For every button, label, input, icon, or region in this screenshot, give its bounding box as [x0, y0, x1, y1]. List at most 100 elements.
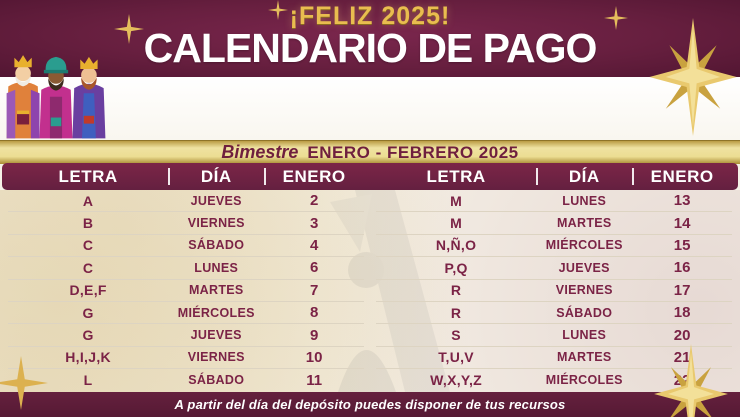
column-divider — [632, 168, 635, 185]
cell-letter: B — [82, 215, 94, 232]
cell-date: 6 — [309, 259, 319, 277]
cell-date: 7 — [309, 281, 319, 299]
cell-date: 15 — [673, 236, 691, 254]
cell-day: LUNES — [194, 260, 239, 275]
column-header-letra: LETRA — [58, 166, 118, 186]
cell-letter: R — [450, 282, 462, 299]
cell-day: MARTES — [188, 283, 244, 298]
flag-figure-watermark — [330, 190, 450, 392]
table-row: G JUEVES 9 — [8, 324, 364, 347]
page-title: CALENDARIO DE PAGO — [143, 25, 598, 71]
column-header-letra: LETRA — [426, 166, 486, 186]
cell-date: 21 — [673, 348, 691, 366]
cell-letter: L — [83, 372, 93, 389]
cell-letter: D,E,F — [69, 282, 107, 299]
table-row: B VIERNES 3 — [8, 212, 364, 235]
bethlehem-star-icon — [649, 18, 737, 136]
table-row: C LUNES 6 — [8, 257, 364, 280]
cell-day: MIÉRCOLES — [545, 373, 623, 388]
cell-letter: H,I,J,K — [65, 349, 111, 366]
cell-letter: P,Q — [444, 259, 468, 276]
table-header: LETRA DÍA ENERO LETRA DÍA ENERO — [2, 163, 738, 190]
cell-letter: R — [450, 304, 462, 321]
table-row: P,Q JUEVES 16 — [376, 257, 732, 280]
cell-letter: T,U,V — [438, 349, 474, 366]
cell-date: 8 — [309, 304, 319, 322]
cell-date: 2 — [309, 192, 319, 210]
column-divider — [536, 168, 539, 185]
table-row: D,E,F MARTES 7 — [8, 280, 364, 302]
cell-letter: G — [82, 304, 94, 321]
cell-date: 9 — [309, 326, 319, 344]
cell-date: 3 — [309, 214, 319, 232]
cell-date: 16 — [673, 259, 691, 277]
cell-day: VIERNES — [555, 283, 613, 298]
table-row: M MARTES 14 — [376, 212, 732, 235]
cell-day: SÁBADO — [188, 238, 245, 253]
footer-note: A partir del día del depósito puedes dis… — [0, 392, 740, 417]
cell-day: MARTES — [556, 216, 612, 231]
table-row: R SÁBADO 18 — [376, 302, 732, 325]
table-header-right: LETRA DÍA ENERO — [376, 163, 732, 190]
column-header-enero: ENERO — [650, 166, 714, 186]
period-range: ENERO - FEBRERO 2025 — [307, 143, 519, 162]
cell-date: 17 — [673, 281, 691, 299]
cell-day: JUEVES — [190, 193, 242, 208]
cell-day: MIÉRCOLES — [177, 305, 255, 320]
cell-date: 4 — [309, 236, 319, 254]
cell-date: 11 — [306, 371, 323, 389]
table-row: C SÁBADO 4 — [8, 235, 364, 258]
cell-day: LUNES — [562, 328, 607, 343]
table-row: H,I,J,K VIERNES 10 — [8, 347, 364, 370]
table-row: S LUNES 20 — [376, 324, 732, 347]
cell-letter: C — [82, 259, 94, 276]
payment-table-left: A JUEVES 2 B VIERNES 3 C SÁBADO 4 C LUNE… — [8, 190, 364, 392]
cell-day: SÁBADO — [556, 305, 613, 320]
table-row: G MIÉRCOLES 8 — [8, 302, 364, 325]
sparkle-star-icon — [604, 6, 628, 30]
payment-table-right: M LUNES 13 M MARTES 14 N,Ñ,O MIÉRCOLES 1… — [376, 190, 732, 392]
table-row: R VIERNES 17 — [376, 280, 732, 302]
cell-day: JUEVES — [558, 260, 610, 275]
cell-date: 20 — [673, 326, 691, 344]
table-row: N,Ñ,O MIÉRCOLES 15 — [376, 235, 732, 258]
column-header-enero: ENERO — [282, 166, 346, 186]
three-kings-illustration — [6, 55, 106, 139]
sparkle-star-icon — [0, 356, 48, 410]
column-header-dia: DÍA — [200, 166, 232, 186]
cell-letter: A — [82, 192, 94, 209]
programs-band: PENSIÓN PARA EL BIENESTAR DE LAS PERSONA… — [0, 77, 740, 209]
cell-date: 13 — [673, 192, 691, 210]
cell-day: SÁBADO — [188, 373, 245, 388]
top-banner: ¡FELIZ 2025! CALENDARIO DE PAGO — [0, 0, 740, 77]
cell-letter: M — [450, 215, 463, 232]
cell-letter: G — [82, 327, 94, 344]
cell-day: JUEVES — [190, 328, 242, 343]
period-band: Bimestre ENERO - FEBRERO 2025 — [0, 140, 740, 164]
table-row: T,U,V MARTES 21 — [376, 347, 732, 370]
cell-letter: M — [450, 192, 463, 209]
bethlehem-star-icon — [654, 344, 728, 417]
cell-letter: S — [451, 327, 461, 344]
cell-day: MARTES — [556, 350, 612, 365]
table-row: M LUNES 13 — [376, 190, 732, 213]
cell-date: 18 — [673, 304, 691, 322]
sparkle-star-icon — [114, 14, 144, 44]
table-body: A JUEVES 2 B VIERNES 3 C SÁBADO 4 C LUNE… — [0, 190, 740, 392]
table-row: A JUEVES 2 — [8, 190, 364, 213]
column-divider — [264, 168, 267, 185]
cell-day: LUNES — [562, 193, 607, 208]
greeting-text: ¡FELIZ 2025! — [289, 2, 451, 30]
cell-letter: C — [82, 237, 94, 254]
cell-date: 14 — [673, 214, 691, 232]
cell-date: 10 — [305, 348, 323, 366]
cell-day: MIÉRCOLES — [545, 238, 623, 253]
column-header-dia: DÍA — [568, 166, 600, 186]
cell-day: VIERNES — [187, 350, 245, 365]
period-label: Bimestre — [221, 142, 299, 162]
table-row: L SÁBADO 11 — [8, 369, 364, 391]
column-divider — [168, 168, 171, 185]
sparkle-star-icon — [268, 0, 288, 20]
cell-day: VIERNES — [187, 216, 245, 231]
